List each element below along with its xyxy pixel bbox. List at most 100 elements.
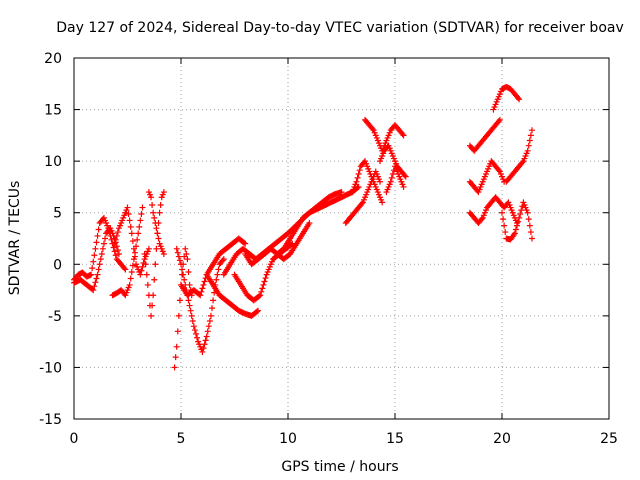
data-point [124,204,131,211]
data-point [92,279,99,286]
data-point [496,116,503,123]
data-point [134,236,141,243]
data-point [95,266,102,273]
data-point [173,343,180,350]
data-point [148,194,155,201]
data-point [175,312,182,319]
data-point [136,223,143,230]
data-point [180,271,187,278]
data-point [174,328,181,335]
y-tick-label: 15 [44,103,62,119]
data-point [515,94,522,101]
data-point [199,348,206,355]
x-tick-label: 5 [177,431,186,447]
data-point [495,118,502,125]
data-point [181,276,188,283]
data-point [90,287,97,294]
data-point [206,318,213,325]
data-point [111,248,118,255]
grid [74,58,609,419]
data-point [89,286,96,293]
series-arc-i [178,235,249,299]
series-arc-y [503,127,535,185]
data-point [141,250,148,257]
series-arc-p [342,168,384,227]
data-point [135,230,142,237]
data-point [194,334,201,341]
series-arc-s [377,142,409,180]
data-point [242,240,249,247]
data-point [401,172,408,179]
data-point [191,327,198,334]
data-point [188,312,195,319]
data-point [209,305,216,312]
y-tick-label: 10 [44,154,62,170]
chart-title: Day 127 of 2024, Sidereal Day-to-day VTE… [56,20,624,36]
data-point [150,292,157,299]
data-point [353,178,360,185]
series-arc-b [71,225,122,294]
data-point [402,173,409,180]
data-point [199,285,206,292]
data-point [185,297,192,304]
data-point [113,232,120,239]
data-point [173,245,180,252]
data-point [125,211,132,218]
data-point [377,178,384,185]
data-point [198,288,205,295]
data-point [149,302,156,309]
data-point [88,271,95,278]
data-point [207,312,214,319]
data-point [130,245,137,252]
data-point [93,239,100,246]
data-point [306,220,313,227]
data-point [515,218,522,225]
data-point [94,271,101,278]
data-point [110,244,117,251]
series-arc-q [349,158,386,206]
data-point [90,258,97,265]
data-point [516,96,523,103]
data-point [256,293,263,300]
data-point [189,318,196,325]
data-point [253,308,260,315]
data-point [500,216,507,223]
data-point [399,131,406,138]
x-tick-label: 25 [600,431,618,447]
data-point [215,266,222,273]
data-point [388,174,395,181]
series-arc-f [145,189,167,257]
data-point [527,229,534,236]
data-point [260,281,267,288]
data-point [186,302,193,309]
data-point [185,269,192,276]
data-point [528,235,535,242]
data-point [187,307,194,314]
data-point [151,214,158,221]
data-point [152,261,159,268]
data-point [179,266,186,273]
data-point [201,278,208,285]
axis-ticks: 0 5 10 15 20 25 -15 -10 -5 0 5 10 15 20 [39,51,618,447]
data-point [122,266,129,273]
data-point [524,209,531,216]
data-points [71,83,535,371]
data-point [358,200,365,207]
data-point [175,253,182,260]
data-point [172,354,179,361]
data-point [111,240,118,247]
data-point [219,257,226,264]
data-point [258,288,265,295]
data-point [513,222,520,229]
data-point [178,261,184,268]
data-point [127,275,134,282]
data-point [160,189,167,196]
data-point [143,271,150,278]
series-arc-c [109,204,146,299]
data-point [114,229,121,236]
data-point [176,257,183,264]
data-point [102,235,109,242]
series-arc-w [466,116,503,154]
series-arc-h [173,245,227,355]
data-point [184,256,191,263]
